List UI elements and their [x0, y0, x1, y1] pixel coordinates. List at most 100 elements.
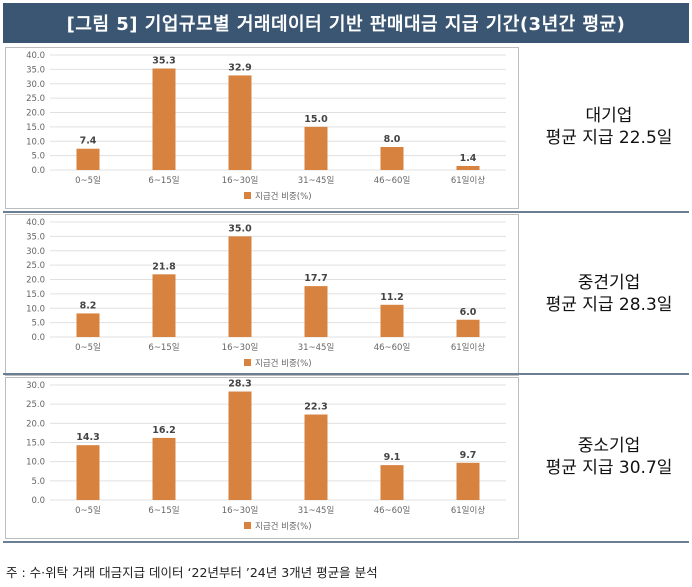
x-tick-label: 61일이상 — [451, 175, 485, 186]
chart-row-large-enterprise: 0.0 5.0 10.0 15.0 20.0 25.0 30.0 35.0 40.0 7.4 0~5… — [3, 47, 689, 211]
y-tick-label: 5.0 — [31, 477, 45, 487]
data-label: 17.7 — [304, 273, 327, 284]
data-label: 14.3 — [76, 432, 99, 443]
y-tick-label: 15.0 — [26, 123, 45, 133]
data-label: 6.0 — [460, 307, 477, 318]
footnote: 주 : 수·위탁 거래 대금지급 데이터 ‘22년부터 ’24년 3개년 평균을… — [6, 565, 378, 580]
data-label: 22.3 — [304, 402, 327, 413]
y-tick-label: 10.0 — [26, 137, 45, 147]
bar-chart-mid-enterprise: 0.0 5.0 10.0 15.0 20.0 25.0 30.0 35.0 40.0 8.2 0~5… — [26, 218, 506, 369]
x-tick-label: 0~5일 — [75, 176, 101, 186]
chart-panel: 0.0 5.0 10.0 15.0 20.0 25.0 30.0 35.0 40.0 7.4 0~5… — [5, 47, 519, 209]
data-label: 16.2 — [152, 425, 175, 436]
data-label: 8.2 — [80, 300, 97, 311]
x-tick-label: 6~15일 — [148, 343, 179, 353]
bar — [380, 304, 404, 337]
x-tick-label: 61일이상 — [451, 342, 485, 353]
y-tick-label: 5.0 — [31, 319, 45, 329]
x-tick-label: 46~60일 — [374, 343, 411, 353]
data-label: 21.8 — [152, 261, 176, 272]
chart-row-sme: 0.0 5.0 10.0 15.0 20.0 25.0 30.0 14.3 0~5일 16.2 6~… — [3, 377, 689, 541]
data-label: 28.3 — [228, 379, 251, 390]
y-tick-label: 20.0 — [26, 109, 45, 119]
bar — [76, 148, 100, 170]
data-label: 9.1 — [384, 452, 401, 463]
y-tick-label: 25.0 — [26, 94, 45, 104]
x-tick-label: 61일이상 — [451, 505, 485, 516]
x-tick-label: 16~30일 — [222, 343, 259, 353]
bar — [456, 165, 480, 170]
bar — [152, 68, 176, 170]
y-tick-label: 40.0 — [26, 51, 45, 61]
x-tick-label: 16~30일 — [222, 506, 259, 516]
data-label: 35.0 — [228, 223, 252, 234]
summary-large-enterprise: 대기업 평균 지급 22.5일 — [529, 47, 689, 207]
chart-panel: 0.0 5.0 10.0 15.0 20.0 25.0 30.0 35.0 40.0 8.2 0~5… — [5, 214, 519, 376]
y-tick-label: 25.0 — [26, 261, 45, 271]
bar — [456, 462, 480, 500]
y-tick-label: 35.0 — [26, 232, 45, 242]
x-tick-label: 6~15일 — [148, 176, 179, 186]
summary-average-days: 평균 지급 22.5일 — [545, 128, 673, 148]
legend-label: 지급건 비중(%) — [255, 191, 312, 202]
data-label: 9.7 — [460, 450, 477, 461]
x-tick-label: 46~60일 — [374, 176, 411, 186]
data-label: 15.0 — [304, 114, 328, 125]
data-label: 32.9 — [228, 62, 251, 73]
bar — [380, 147, 404, 170]
summary-company-size: 중소기업 — [577, 436, 641, 456]
y-tick-label: 15.0 — [26, 290, 45, 300]
y-tick-label: 5.0 — [31, 152, 45, 162]
y-tick-label: 20.0 — [26, 419, 45, 429]
bar — [76, 313, 100, 337]
summary-sme: 중소기업 평균 지급 30.7일 — [529, 377, 689, 537]
x-tick-label: 0~5일 — [75, 506, 101, 516]
data-label: 7.4 — [80, 136, 97, 147]
x-tick-label: 16~30일 — [222, 176, 259, 186]
x-tick-label: 6~15일 — [148, 506, 179, 516]
y-tick-label: 0.0 — [31, 333, 45, 343]
row-divider — [3, 373, 689, 375]
chart-panel: 0.0 5.0 10.0 15.0 20.0 25.0 30.0 14.3 0~5일 16.2 6~… — [5, 377, 519, 539]
data-label: 8.0 — [384, 134, 401, 145]
x-tick-label: 0~5일 — [75, 343, 101, 353]
legend-label: 지급건 비중(%) — [255, 521, 312, 532]
data-label: 35.3 — [152, 56, 175, 67]
data-label: 1.4 — [460, 153, 477, 164]
y-tick-label: 15.0 — [26, 439, 45, 449]
y-tick-label: 0.0 — [31, 496, 45, 506]
bar — [76, 445, 100, 500]
summary-company-size: 중견기업 — [577, 273, 641, 293]
y-tick-label: 40.0 — [26, 218, 45, 228]
y-tick-label: 30.0 — [26, 247, 45, 257]
summary-mid-enterprise: 중견기업 평균 지급 28.3일 — [529, 214, 689, 374]
bar — [152, 274, 176, 337]
bar-chart-large-enterprise: 0.0 5.0 10.0 15.0 20.0 25.0 30.0 35.0 40.0 7.4 0~5… — [26, 51, 506, 202]
legend-label: 지급건 비중(%) — [255, 358, 312, 369]
y-tick-label: 30.0 — [26, 80, 45, 90]
y-tick-label: 25.0 — [26, 400, 45, 410]
x-tick-label: 31~45일 — [298, 176, 335, 186]
data-label: 11.2 — [380, 292, 403, 303]
y-tick-label: 10.0 — [26, 458, 45, 468]
y-tick-label: 20.0 — [26, 276, 45, 286]
legend-swatch — [244, 522, 251, 529]
legend-swatch — [244, 192, 251, 199]
y-tick-label: 0.0 — [31, 166, 45, 176]
figure-title: [그림 5] 기업규모별 거래데이터 기반 판매대금 지급 기간(3년간 평균) — [3, 3, 689, 43]
bar — [228, 75, 252, 170]
bar-chart-sme: 0.0 5.0 10.0 15.0 20.0 25.0 30.0 14.3 0~5일 16.2 6~… — [26, 379, 506, 532]
bar — [304, 286, 328, 337]
chart-row-mid-enterprise: 0.0 5.0 10.0 15.0 20.0 25.0 30.0 35.0 40.0 8.2 0~5… — [3, 214, 689, 378]
row-divider — [3, 211, 689, 213]
y-tick-label: 30.0 — [26, 381, 45, 391]
bar — [228, 391, 252, 500]
x-tick-label: 46~60일 — [374, 506, 411, 516]
bar — [456, 319, 480, 337]
row-divider — [3, 541, 689, 543]
y-tick-label: 10.0 — [26, 304, 45, 314]
x-tick-label: 31~45일 — [298, 506, 335, 516]
x-tick-label: 31~45일 — [298, 343, 335, 353]
bar — [380, 465, 404, 500]
bar — [304, 126, 328, 170]
